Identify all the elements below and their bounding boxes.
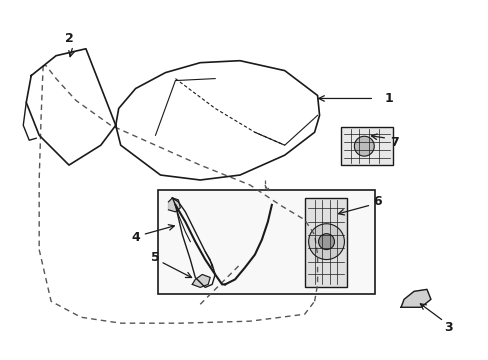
Text: 1: 1 xyxy=(384,92,393,105)
Text: 7: 7 xyxy=(389,136,398,149)
Text: 2: 2 xyxy=(64,32,73,45)
Circle shape xyxy=(318,234,334,249)
FancyBboxPatch shape xyxy=(158,190,374,294)
Bar xyxy=(341,127,392,165)
Polygon shape xyxy=(192,274,210,287)
Text: 4: 4 xyxy=(131,231,140,244)
Text: 3: 3 xyxy=(444,321,452,334)
Text: 5: 5 xyxy=(151,251,160,264)
Circle shape xyxy=(308,224,344,260)
Polygon shape xyxy=(168,198,180,212)
Circle shape xyxy=(354,136,373,156)
Text: 6: 6 xyxy=(372,195,381,208)
Polygon shape xyxy=(400,289,430,307)
Bar xyxy=(304,198,346,287)
